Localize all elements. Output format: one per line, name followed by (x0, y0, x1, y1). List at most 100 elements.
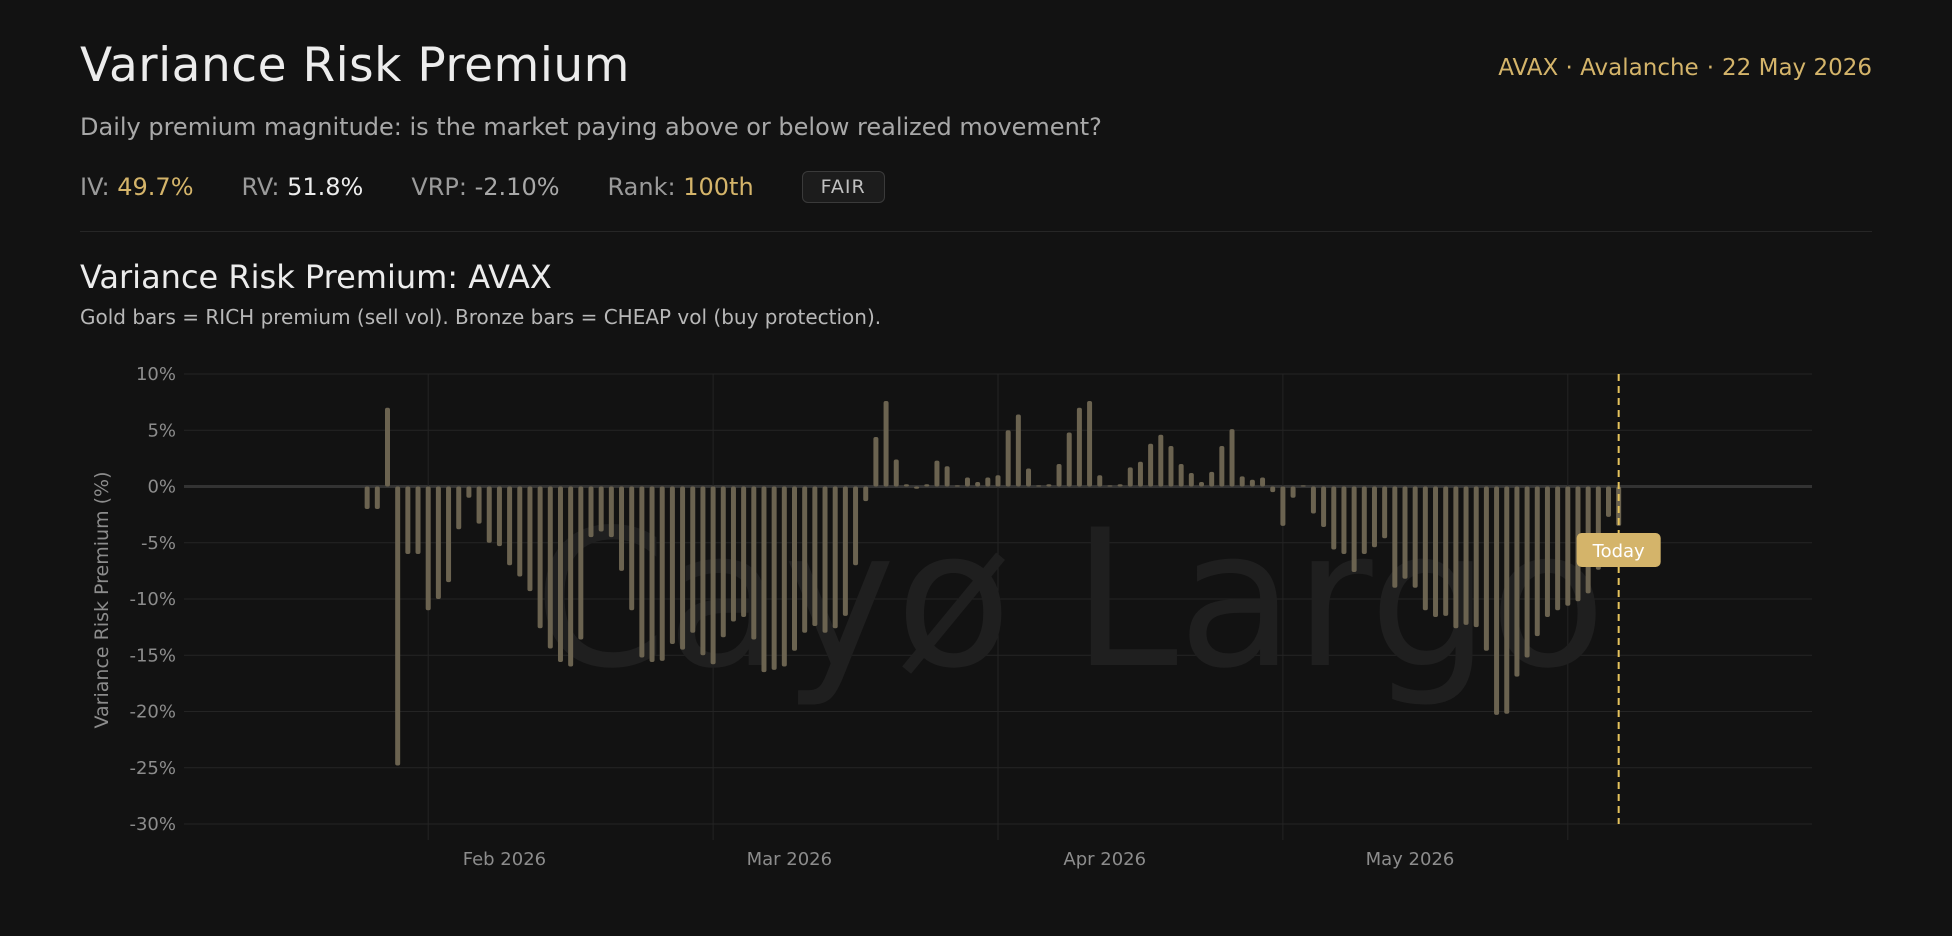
vrp-bar (486, 486, 492, 543)
y-tick-label: 0% (147, 477, 176, 498)
vrp-bar (1137, 461, 1143, 487)
vrp-bar (1219, 446, 1225, 487)
vrp-bar (1433, 486, 1439, 617)
vrp-bar (425, 486, 431, 611)
rank-label: Rank: (607, 173, 676, 201)
vrp-bar (1158, 434, 1164, 487)
vrp-bar (1026, 468, 1032, 487)
vrp-bar (537, 486, 543, 629)
vrp-bar (1310, 486, 1316, 514)
y-tick-label: 5% (147, 420, 176, 441)
vrp-bar (1534, 486, 1540, 637)
asset-date-meta: AVAX · Avalanche · 22 May 2026 (1498, 55, 1872, 81)
vrp-bar (730, 486, 736, 622)
vrp-bar (1036, 485, 1042, 487)
chart-bars (364, 401, 1622, 766)
vrp-bar (466, 486, 472, 498)
vrp-bar (1331, 486, 1337, 550)
today-label: Today (1592, 541, 1645, 562)
vrp-bar (557, 486, 563, 662)
vrp-bar (1117, 484, 1123, 487)
vrp-bar (954, 485, 960, 487)
vrp-bar (1127, 467, 1133, 487)
vrp-bar (944, 466, 950, 487)
today-badge (1576, 533, 1661, 567)
rank-stat: Rank: 100th (608, 173, 754, 201)
vrp-bar (1107, 485, 1113, 487)
vrp-bar (364, 486, 370, 509)
vrp-bar (1473, 486, 1479, 628)
vrp-bar (924, 484, 930, 487)
asset-label: AVAX · Avalanche (1498, 55, 1699, 81)
x-tick-label: Mar 2026 (747, 849, 833, 870)
section-divider (80, 231, 1872, 232)
vrp-bar (619, 486, 625, 571)
vrp-bar (802, 486, 808, 633)
y-tick-label: -15% (129, 645, 176, 666)
chart-title: Variance Risk Premium: AVAX (80, 258, 552, 296)
vrp-bar (629, 486, 635, 611)
vrp-bar (1382, 486, 1388, 539)
vrp-bar (761, 486, 767, 673)
y-axis-label: Variance Risk Premium (%) (91, 471, 113, 728)
vrp-bar (568, 486, 574, 667)
vrp-bar (1443, 486, 1449, 616)
vrp-bar (1300, 485, 1306, 487)
x-axis-ticks: Feb 2026 Mar 2026 Apr 2026 May 2026 (463, 849, 1455, 870)
vrp-bar (741, 486, 747, 617)
vrp-bar (1249, 479, 1255, 487)
vrp-bar (1148, 443, 1154, 487)
vrp-bar (1239, 476, 1245, 487)
vrp-bar (995, 475, 1001, 487)
x-tick-label: Feb 2026 (463, 849, 546, 870)
status-badge: FAIR (801, 171, 885, 203)
vrp-bar (1097, 475, 1103, 487)
vrp-bar (496, 486, 502, 547)
vrp-bar (812, 486, 818, 626)
vrp-bar (680, 486, 686, 650)
page-subtitle: Daily premium magnitude: is the market p… (80, 113, 1102, 141)
stats-row: IV: 49.7% RV: 51.8% VRP: -2.10% Rank: 10… (80, 171, 885, 203)
vrp-stat: VRP: -2.10% (411, 173, 559, 201)
vrp-bar (1321, 486, 1327, 527)
y-tick-label: 10% (136, 364, 176, 385)
today-marker: Today (1576, 374, 1661, 824)
vrp-bar (914, 486, 920, 489)
vrp-bar (1483, 486, 1489, 651)
vrp-bar (1280, 486, 1286, 526)
vrp-bar (517, 486, 523, 577)
vrp-bar (385, 407, 390, 487)
vrp-bar (1463, 486, 1469, 625)
vrp-bar (1514, 486, 1520, 677)
as-of-date: 22 May 2026 (1722, 55, 1872, 81)
vrp-bar (1361, 486, 1367, 554)
vrp-bar (863, 486, 869, 502)
vrp-bar (1076, 407, 1082, 487)
iv-stat: IV: 49.7% (80, 173, 194, 201)
vrp-bar (771, 486, 777, 670)
rv-value: 51.8% (287, 173, 364, 201)
vrp-bar (405, 486, 411, 554)
vrp-bar (1199, 482, 1204, 487)
vrp-bar (700, 486, 706, 656)
vrp-bar (822, 486, 828, 633)
vrp-bar (893, 459, 899, 487)
y-axis-ticks: 10% 5% 0% -5% -10% -15% -20% -25% -30% (129, 364, 176, 835)
vrp-bar (1188, 473, 1194, 487)
vrp-label: VRP: (411, 173, 467, 201)
vrp-bar (435, 486, 441, 599)
vrp-bar (1555, 486, 1561, 611)
iv-value: 49.7% (117, 173, 194, 201)
y-tick-label: -20% (129, 702, 176, 723)
vrp-bar (476, 486, 482, 524)
iv-label: IV: (80, 173, 110, 201)
meta-separator: · (1706, 55, 1715, 81)
vrp-bar (1046, 484, 1052, 487)
vrp-bar (578, 486, 584, 640)
vrp-bar (934, 460, 940, 487)
vrp-bar (415, 486, 421, 554)
vrp-bar (1371, 486, 1377, 548)
vrp-bar (751, 486, 757, 640)
y-tick-label: -5% (141, 533, 176, 554)
